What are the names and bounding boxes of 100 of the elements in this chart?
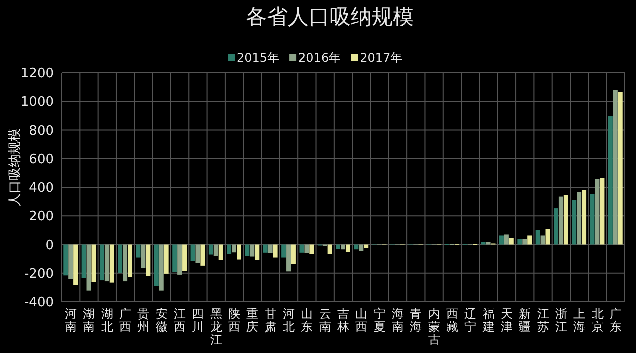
bar: [196, 244, 200, 264]
bar: [74, 244, 78, 286]
bar: [590, 194, 595, 245]
bar: [172, 244, 178, 272]
bar: [518, 239, 522, 245]
bar: [500, 236, 504, 245]
bar: [178, 244, 182, 275]
bar: [245, 244, 250, 256]
bar: [618, 92, 623, 245]
bar: [536, 230, 540, 245]
y-axis-title: 人口吸纳规模: [8, 128, 23, 206]
bar: [64, 244, 68, 276]
bar: [100, 244, 104, 281]
bar: [141, 244, 146, 269]
bar: [336, 244, 341, 250]
x-tick-label: 海南: [392, 307, 404, 334]
x-tick-label: 陕西: [228, 307, 241, 334]
y-tick-label: 600: [29, 152, 54, 168]
y-tick-label: 400: [29, 181, 54, 196]
bar: [182, 244, 187, 272]
bar: [354, 244, 359, 250]
bar: [554, 208, 558, 245]
bar: [263, 244, 268, 253]
x-tick-label: 宁夏: [374, 307, 386, 334]
bar: [300, 244, 304, 253]
bar: [110, 244, 114, 283]
x-tick-label: 辽宁: [464, 307, 477, 334]
x-tick-label: 云南: [319, 307, 332, 334]
x-tick-label: 四川: [192, 307, 204, 334]
x-tick-label: 上海: [574, 307, 586, 334]
x-tick-label: 福建: [482, 307, 495, 334]
bar: [572, 200, 577, 245]
chart-title: 各省人口吸纳规模: [246, 5, 414, 29]
x-tick-label: 湖南: [83, 307, 96, 334]
bar: [304, 244, 310, 254]
bar: [268, 244, 273, 254]
y-tick-label: 200: [29, 210, 54, 225]
bar: [522, 239, 528, 245]
bar: [282, 244, 286, 258]
y-tick-label: -200: [24, 266, 54, 282]
bar: [92, 244, 96, 282]
y-tick-label: 1000: [20, 95, 54, 110]
bar: [509, 238, 514, 245]
bar: [146, 244, 151, 276]
bar: [341, 244, 346, 250]
bar: [154, 244, 159, 286]
bar: [164, 244, 169, 274]
x-tick-label: 内蒙古: [428, 307, 440, 347]
bar: [486, 242, 491, 245]
bar: [218, 244, 224, 260]
bar: [104, 244, 110, 282]
bar: [359, 244, 364, 252]
y-tick-label: 0: [46, 238, 54, 254]
bar: [540, 236, 546, 245]
y-tick-label: -400: [24, 296, 54, 310]
bar: [608, 116, 613, 245]
bar: [214, 244, 218, 256]
bar: [128, 244, 133, 278]
bar: [504, 234, 509, 245]
bar: [310, 244, 314, 254]
x-tick-label: 黑龙江: [210, 307, 222, 347]
bar: [595, 179, 600, 245]
bar: [546, 229, 550, 245]
y-tick-label: 800: [29, 124, 54, 139]
bar: [481, 242, 486, 245]
bar: [564, 195, 568, 245]
bar: [328, 244, 332, 254]
x-tick-label: 贵州: [138, 307, 150, 334]
x-tick-label: 江苏: [537, 307, 550, 334]
y-tick-label: 1200: [20, 66, 54, 82]
x-tick-label: 甘肃: [264, 307, 277, 334]
x-tick-label: 山西: [356, 307, 368, 334]
bar: [250, 244, 255, 257]
x-tick-label: 新疆: [519, 307, 532, 334]
x-tick-label: 重庆: [246, 307, 259, 334]
bar: [227, 244, 232, 254]
x-tick-label: 西藏: [446, 307, 458, 334]
bar: [364, 244, 369, 248]
bar: [200, 244, 206, 266]
bar: [82, 244, 86, 278]
x-tick-label: 青海: [410, 307, 422, 334]
x-tick-label: 安徽: [156, 307, 168, 334]
bar: [613, 90, 618, 245]
x-tick-label: 天津: [500, 307, 513, 334]
bar: [528, 236, 532, 245]
bar: [273, 244, 278, 258]
bar: [123, 244, 128, 282]
bar: [237, 244, 242, 260]
x-tick-label: 山东: [301, 307, 314, 334]
x-tick-label: 浙江: [555, 307, 568, 334]
bar: [582, 190, 587, 245]
legend-label: 2016年: [298, 51, 342, 65]
x-tick-label: 湖北: [101, 307, 114, 334]
x-tick-label: 河南: [65, 307, 78, 334]
legend-label: 2017年: [360, 51, 403, 65]
bar: [118, 244, 123, 274]
bar: [577, 192, 582, 245]
bar: [346, 244, 350, 252]
x-tick-label: 广东: [610, 307, 622, 334]
x-tick-label: 广西: [120, 307, 132, 334]
